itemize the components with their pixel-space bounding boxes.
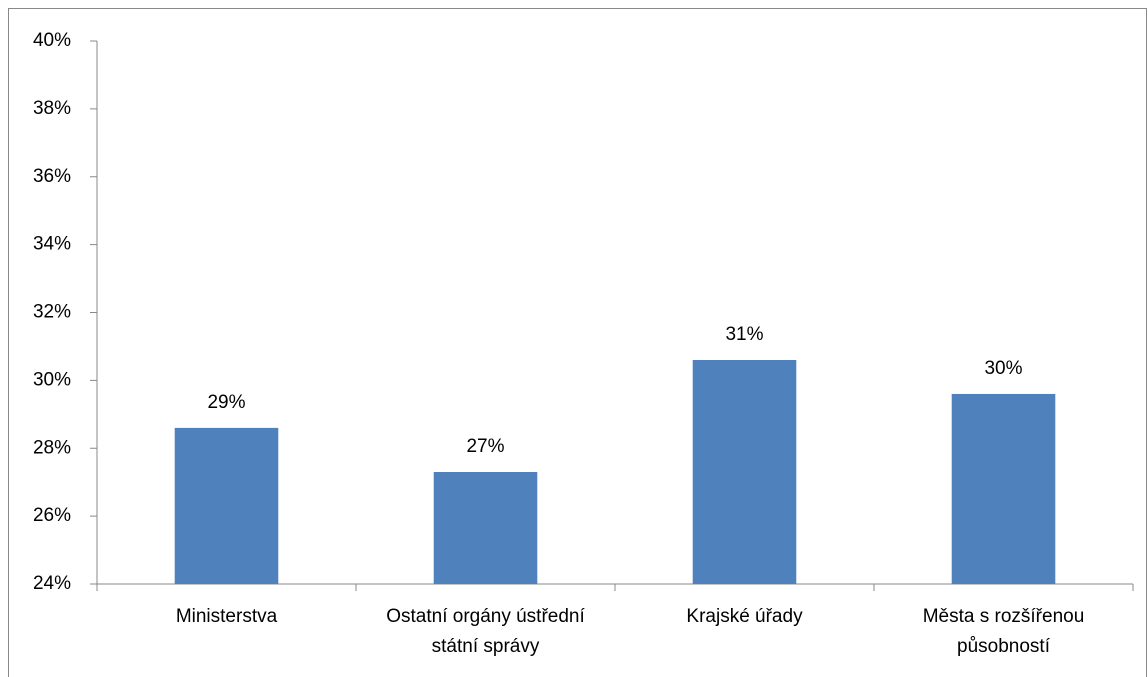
y-tick-label: 30% <box>33 369 71 390</box>
x-tick-label: Ostatní orgány ústřední státní správy <box>386 606 585 657</box>
chart-border <box>8 8 1147 677</box>
y-tick-label: 34% <box>33 234 71 255</box>
x-tick-label: Krajské úřady <box>686 606 803 627</box>
y-tick-label: 24% <box>33 573 71 594</box>
y-tick-label: 28% <box>33 437 71 458</box>
data-label: 29% <box>207 392 245 413</box>
y-tick-label: 32% <box>33 302 71 323</box>
bar <box>951 393 1056 584</box>
data-label: 30% <box>984 358 1022 379</box>
x-tick-label: Města s rozšířenou působností <box>922 606 1085 657</box>
bar <box>174 427 279 584</box>
bar <box>692 360 797 584</box>
x-tick-label: Ministerstva <box>175 606 278 627</box>
bar <box>433 472 538 584</box>
data-label: 31% <box>725 324 763 345</box>
y-tick-label: 40% <box>33 30 71 51</box>
y-tick-label: 38% <box>33 98 71 119</box>
y-tick-label: 26% <box>33 505 71 526</box>
y-tick-label: 36% <box>33 166 71 187</box>
data-label: 27% <box>466 436 504 457</box>
